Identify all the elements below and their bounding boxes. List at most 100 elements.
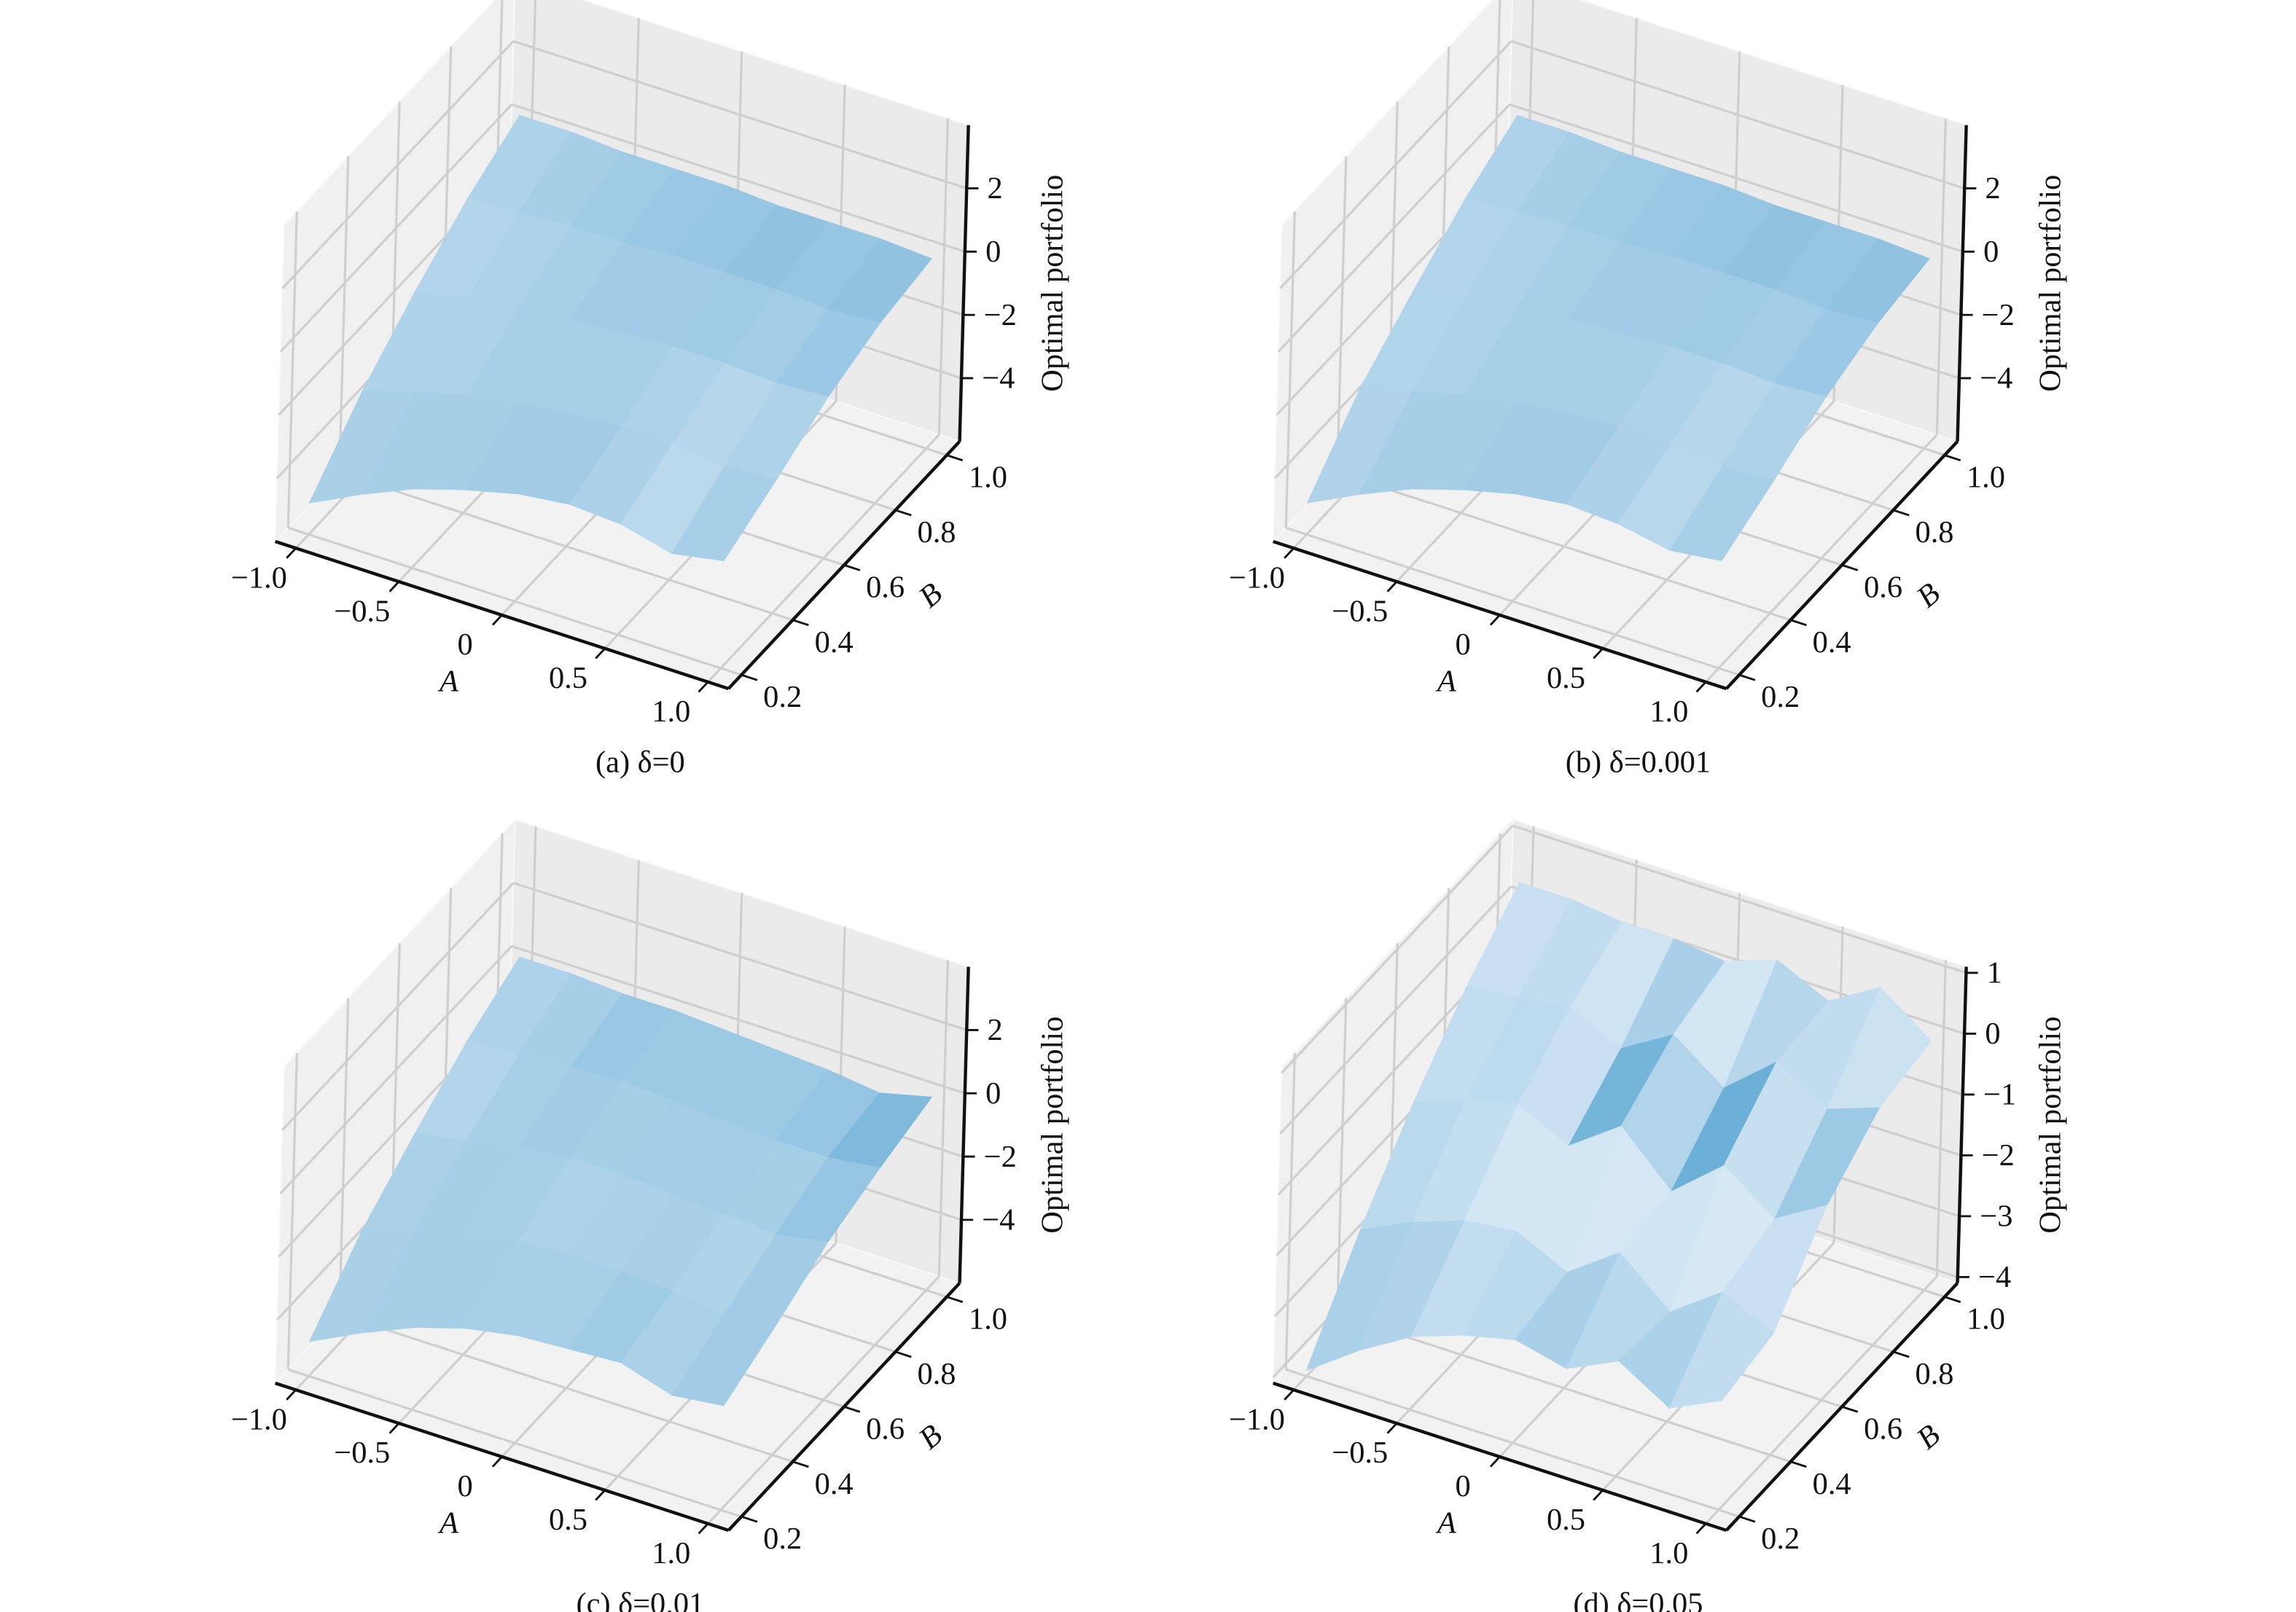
grid-line — [281, 882, 515, 1131]
x-tick-label: 1.0 — [1649, 695, 1688, 729]
y-tick-label: 0.4 — [815, 1467, 854, 1501]
y-axis-label: B — [913, 576, 949, 615]
y-tick-label: 0.4 — [815, 625, 854, 660]
z-axis — [958, 966, 970, 1283]
grid-line — [1279, 885, 1512, 1135]
z-axis — [1956, 966, 1968, 1283]
z-tick-label: 0 — [985, 1076, 1001, 1111]
z-tick-label: −2 — [984, 1140, 1017, 1174]
tick-mark — [1593, 1489, 1604, 1501]
caption: (a) δ=0 — [596, 746, 685, 780]
x-tick-label: −1.0 — [1229, 1402, 1285, 1436]
tick-mark — [286, 1389, 297, 1401]
z-axis — [1956, 125, 1968, 442]
y-tick-label: 0.6 — [866, 570, 905, 604]
tick-mark — [1944, 454, 1961, 462]
x-tick-label: −1.0 — [231, 560, 287, 595]
z-axis-label: Optimal portfolio — [1036, 1017, 1070, 1234]
z-tick-label: −2 — [1982, 298, 2015, 332]
tick-mark — [491, 614, 503, 626]
tick-mark — [1841, 564, 1859, 571]
surface-facet — [1669, 466, 1775, 562]
tick-mark — [1738, 1515, 1756, 1523]
y-tick-label: 0.2 — [1761, 680, 1800, 714]
grid-line — [1284, 1053, 1296, 1370]
x-tick-label: −0.5 — [1332, 1436, 1388, 1470]
y-tick-label: 0.8 — [1916, 1357, 1954, 1391]
tick-mark — [792, 1460, 809, 1468]
x-tick-label: 0 — [1456, 627, 1471, 662]
x-tick-label: 0.5 — [549, 1503, 587, 1537]
y-tick-label: 0.6 — [1864, 570, 1902, 604]
surface-facet — [671, 466, 777, 561]
y-tick-label: 0.4 — [1813, 625, 1851, 660]
tick-mark — [388, 581, 400, 592]
grid-line — [279, 945, 513, 1194]
x-tick-label: 0.5 — [549, 661, 587, 695]
tick-mark — [491, 1456, 503, 1468]
x-tick-label: −1.0 — [231, 1402, 287, 1436]
y-tick-label: 0.6 — [866, 1412, 905, 1446]
z-tick-label: 0 — [1983, 235, 1999, 269]
tick-mark — [843, 1405, 861, 1413]
x-tick-label: −0.5 — [334, 594, 390, 628]
tick-mark — [388, 1423, 400, 1434]
grid-line — [937, 118, 950, 435]
tick-mark — [741, 673, 758, 681]
grid-line — [1510, 40, 1965, 189]
tick-mark — [1944, 1296, 1961, 1303]
grid-line — [1337, 472, 1792, 622]
grid-line — [1935, 960, 1948, 1277]
grid-line — [1279, 40, 1512, 289]
tick-mark — [1893, 1350, 1910, 1358]
tick-mark — [1893, 509, 1910, 517]
subplot: −1.0 −0.5 0 0.5 1.0 0.2 0.4 0.6 0.8 1.0 −4 −2 0 2 A B Op… — [1229, 0, 2068, 780]
grid-line — [1285, 526, 1740, 676]
x-tick-label: 0.5 — [1547, 661, 1585, 695]
surface-facet — [1668, 1291, 1774, 1409]
x-axis-label: A — [1435, 1506, 1457, 1541]
tick-mark — [895, 1350, 912, 1358]
subplot: −1.0 −0.5 0 0.5 1.0 0.2 0.4 0.6 0.8 1.0 −4 −3 −2 −1 0 1… — [1229, 818, 2068, 1612]
z-tick-label: 2 — [988, 171, 1003, 206]
grid-line — [287, 1368, 742, 1518]
grid-line — [1277, 103, 1511, 353]
grid-line — [1284, 211, 1296, 528]
tick-mark — [1790, 619, 1807, 627]
tick-mark — [1284, 547, 1295, 559]
z-tick-label: −4 — [982, 361, 1015, 396]
tick-mark — [843, 564, 861, 571]
tick-mark — [1489, 1456, 1501, 1468]
y-axis-label: B — [913, 1418, 949, 1457]
x-tick-label: −1.0 — [1229, 560, 1285, 595]
x-axis-label: A — [437, 665, 459, 699]
grid-line — [511, 944, 966, 1095]
y-tick-label: 0.8 — [1916, 515, 1954, 549]
tick-mark — [595, 1489, 606, 1501]
x-tick-label: 0 — [458, 627, 473, 662]
y-tick-label: 0.2 — [763, 680, 802, 714]
tick-mark — [1738, 673, 1756, 681]
z-tick-label: 0 — [985, 235, 1001, 269]
tick-mark — [595, 647, 606, 660]
tick-mark — [1284, 1389, 1295, 1401]
z-tick-label: 2 — [1985, 171, 2001, 206]
caption: (b) δ=0.001 — [1566, 746, 1711, 780]
grid-line — [1336, 156, 1348, 473]
tick-mark — [1386, 581, 1398, 592]
x-tick-label: −0.5 — [1332, 594, 1388, 628]
tick-mark — [1386, 1423, 1398, 1434]
caption: (c) δ=0.01 — [577, 1587, 705, 1612]
z-axis — [958, 125, 970, 442]
grid-line — [512, 40, 967, 189]
x-tick-label: 1.0 — [652, 695, 690, 729]
z-tick-label: 0 — [1985, 1017, 2000, 1051]
tick-mark — [1593, 647, 1604, 660]
z-tick-label: −4 — [1980, 361, 2012, 396]
grid-line — [1281, 824, 1514, 1074]
tick-mark — [895, 509, 912, 517]
subplot: −1.0 −0.5 0 0.5 1.0 0.2 0.4 0.6 0.8 1.0 −4 −2 0 2 A B Op… — [231, 818, 1070, 1612]
grid-line — [511, 103, 966, 253]
